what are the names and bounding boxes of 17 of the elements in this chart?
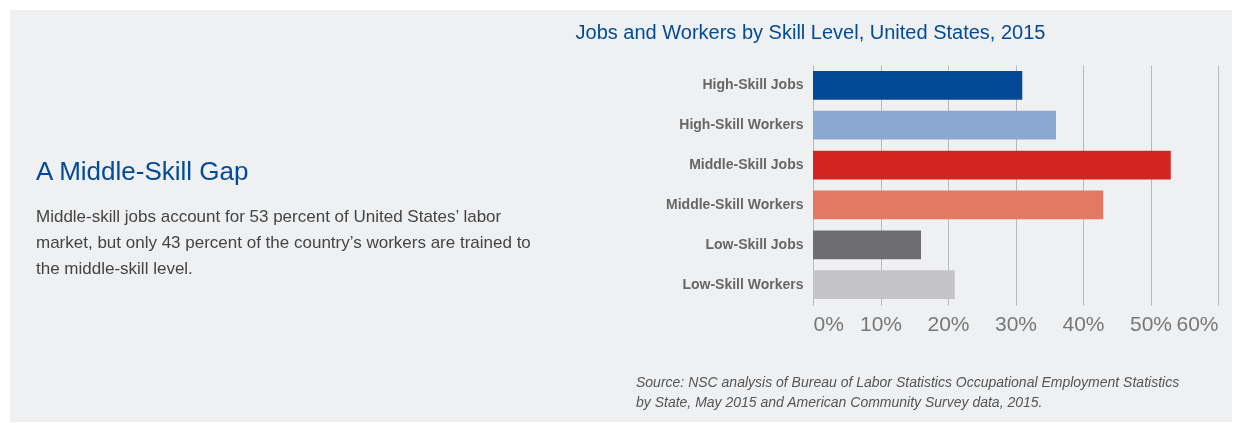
x-tick-label: 40%	[1062, 311, 1105, 335]
x-tick-label: 30%	[994, 311, 1038, 335]
x-tick-label: 20%	[927, 311, 970, 335]
text: Middle-skill jobs account for 53 percent of United States’ labor market, but only 43 percent of the country’s workers are trained to the middle-skill level.	[36, 206, 532, 280]
y-tick-label: Middle-Skill Jobs	[689, 156, 804, 173]
x-tick-label: 0%	[813, 311, 844, 335]
text: A Middle-Skill Gap	[36, 156, 249, 187]
y-tick-label: High-Skill Workers	[679, 116, 804, 133]
x-tick-label: 50%	[1129, 311, 1173, 335]
x-tick-label: 10%	[859, 311, 903, 335]
y-tick-label: Low-Skill Jobs	[705, 235, 804, 252]
y-tick-label: Low-Skill Workers	[682, 275, 804, 292]
y-tick-label: High-Skill Jobs	[702, 76, 804, 93]
source-note: Source: NSC analysis of Bureau of Labor Statistics Occupational Employment Statistics by State, May 2015 and American Community Survey data, 2015.	[636, 373, 1181, 412]
y-tick-label: Middle-Skill Workers	[666, 195, 804, 212]
x-tick-label: 60%	[1176, 311, 1219, 335]
chart-title: Jobs and Workers by Skill Level, United States, 2015	[575, 21, 1046, 43]
